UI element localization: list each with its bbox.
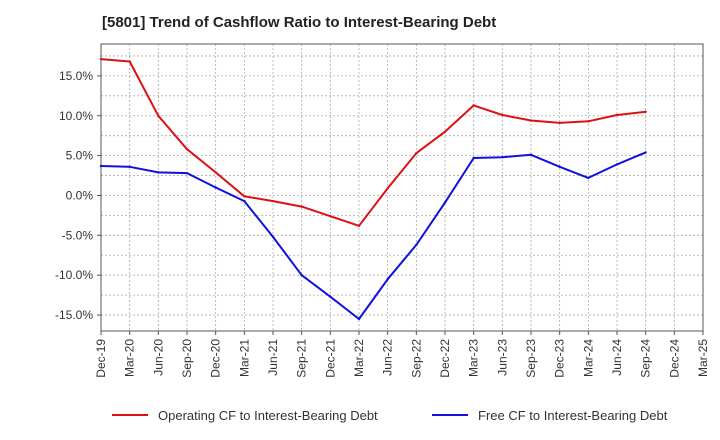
data-point-free-cf xyxy=(415,243,418,247)
data-point-free-cf xyxy=(587,176,590,180)
y-tick-label: 0.0% xyxy=(66,188,94,202)
x-tick-label: Sep-24 xyxy=(639,339,653,378)
x-tick-label: Dec-19 xyxy=(94,339,108,378)
chart-title: [5801] Trend of Cashflow Ratio to Intere… xyxy=(102,14,497,31)
x-tick-label: Jun-20 xyxy=(151,339,165,376)
data-point-free-cf xyxy=(271,235,275,239)
data-point-free-cf xyxy=(128,165,131,168)
data-point-free-cf xyxy=(185,171,189,175)
y-tick-label: -15.0% xyxy=(55,308,93,322)
legend-item-free-cf: Free CF to Interest-Bearing Debt xyxy=(432,404,667,426)
y-tick-label: 15.0% xyxy=(59,69,93,83)
x-tick-label: Mar-21 xyxy=(237,339,251,377)
data-point-operating-cf xyxy=(472,104,475,107)
data-point-free-cf xyxy=(157,171,160,174)
data-point-free-cf xyxy=(214,186,217,189)
series-line-free-cf xyxy=(100,151,647,320)
data-point-operating-cf xyxy=(443,130,447,133)
data-point-operating-cf xyxy=(157,114,160,117)
data-point-free-cf xyxy=(501,156,504,159)
x-tick-label: Sep-21 xyxy=(295,339,309,378)
series-line-operating-cf xyxy=(100,58,646,227)
x-tick-label: Jun-24 xyxy=(610,339,624,376)
y-tick-label: -10.0% xyxy=(55,268,93,282)
data-point-free-cf xyxy=(644,151,647,154)
data-point-operating-cf xyxy=(329,215,332,218)
x-tick-label: Jun-22 xyxy=(381,339,395,376)
x-tick-label: Jun-21 xyxy=(266,339,280,376)
data-point-operating-cf xyxy=(501,113,504,117)
data-point-operating-cf xyxy=(99,57,103,61)
y-tick-label: 10.0% xyxy=(59,109,93,123)
x-tick-label: Dec-23 xyxy=(553,339,567,378)
plot-area xyxy=(101,44,703,331)
x-tick-label: Dec-20 xyxy=(209,339,223,378)
x-tick-label: Dec-21 xyxy=(323,339,337,378)
legend-item-operating-cf: Operating CF to Interest-Bearing Debt xyxy=(112,404,378,426)
data-point-free-cf xyxy=(243,199,246,203)
data-point-free-cf xyxy=(386,277,389,281)
x-tick-label: Mar-24 xyxy=(581,339,595,377)
y-tick-label: -5.0% xyxy=(62,228,94,242)
x-tick-label: Sep-23 xyxy=(524,339,538,378)
x-tick-label: Dec-22 xyxy=(438,339,452,378)
data-point-free-cf xyxy=(329,295,332,298)
data-point-free-cf xyxy=(558,165,561,168)
x-tick-label: Sep-22 xyxy=(409,339,423,378)
data-point-free-cf xyxy=(529,153,533,157)
x-tick-label: Sep-20 xyxy=(180,339,194,378)
x-tick-label: Mar-20 xyxy=(123,339,137,377)
x-tick-label: Jun-23 xyxy=(495,339,509,376)
data-point-operating-cf xyxy=(300,205,303,208)
x-tick-label: Dec-24 xyxy=(667,339,681,378)
data-point-operating-cf xyxy=(185,148,189,151)
x-tick-label: Mar-22 xyxy=(352,339,366,377)
data-point-operating-cf xyxy=(558,121,561,125)
data-point-free-cf xyxy=(472,156,475,160)
data-point-free-cf xyxy=(300,273,303,277)
data-point-free-cf xyxy=(357,317,361,321)
data-point-operating-cf xyxy=(386,187,389,190)
data-point-operating-cf xyxy=(415,152,418,155)
legend-label-free-cf: Free CF to Interest-Bearing Debt xyxy=(478,407,668,423)
data-point-free-cf xyxy=(615,163,619,166)
legend-label-operating-cf: Operating CF to Interest-Bearing Debt xyxy=(158,407,378,423)
data-point-operating-cf xyxy=(644,110,647,113)
data-point-operating-cf xyxy=(128,60,131,63)
y-tick-label: 5.0% xyxy=(66,149,94,163)
data-point-operating-cf xyxy=(214,171,217,174)
data-point-operating-cf xyxy=(587,120,590,123)
legend-swatch-operating-cf xyxy=(112,414,148,416)
plot-frame xyxy=(100,43,704,332)
legend-swatch-free-cf xyxy=(432,414,468,416)
data-point-operating-cf xyxy=(529,119,533,122)
x-tick-label: Mar-25 xyxy=(696,339,710,377)
data-point-free-cf xyxy=(443,201,447,204)
data-point-free-cf xyxy=(99,164,103,168)
data-point-operating-cf xyxy=(271,199,275,203)
x-tick-label: Mar-23 xyxy=(467,339,481,377)
data-point-operating-cf xyxy=(357,224,361,227)
data-point-operating-cf xyxy=(243,195,246,198)
legend: Operating CF to Interest-Bearing Debt Fr… xyxy=(0,404,720,426)
line-chart: 15.0% 10.0% 5.0% 0.0% -5.0% -10.0% -15.0% Dec-1… xyxy=(55,43,710,378)
data-point-operating-cf xyxy=(615,113,619,117)
